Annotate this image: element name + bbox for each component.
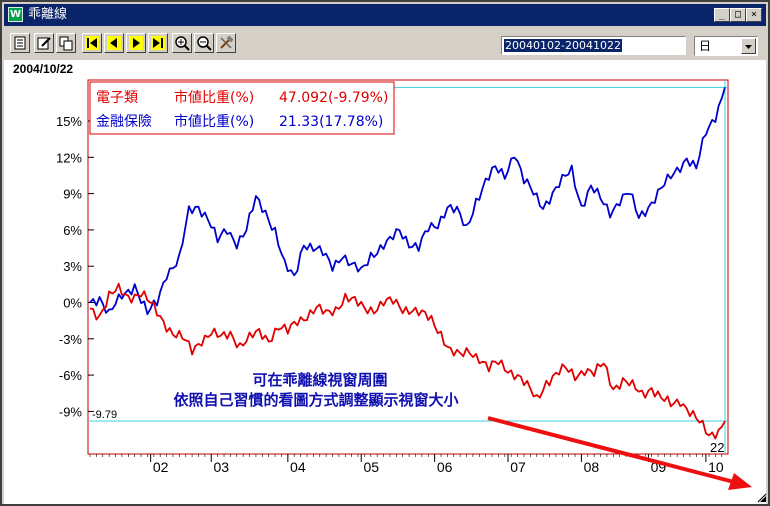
legend-series1-label: 市値比重(%) xyxy=(174,89,254,106)
y-tick-label: 12% xyxy=(56,150,82,165)
period-select[interactable]: 日 xyxy=(694,36,758,56)
series-lines xyxy=(89,87,726,440)
zoom-out-icon xyxy=(197,36,212,51)
date-range-input[interactable]: 20040102-20041022 xyxy=(501,36,686,55)
y-tick-label: 0% xyxy=(63,296,82,311)
copy-button[interactable] xyxy=(56,33,76,53)
current-date: 2004/10/22 xyxy=(13,62,74,76)
x-axis: 02 03 04 05 06 07 08 09 10 xyxy=(89,454,724,475)
window-title: 乖離線 xyxy=(28,7,68,22)
resize-grip-icon[interactable] xyxy=(756,492,767,503)
maximize-button[interactable]: □ xyxy=(730,8,746,22)
y-tick-label: 6% xyxy=(63,223,82,238)
x-tick-label: 07 xyxy=(510,459,526,475)
edit-button[interactable] xyxy=(34,33,54,53)
x-tick-label: 03 xyxy=(213,459,229,475)
legend-series1-name: 電子類 xyxy=(96,90,138,106)
resize-hint-arrow xyxy=(487,416,752,490)
crosshair: -9.79 22 xyxy=(89,81,727,455)
app-icon: W xyxy=(8,7,23,22)
y-axis: 15% 12% 9% 6% 3% 0% -3% -6% -9% xyxy=(56,114,82,419)
x-tick-label: 06 xyxy=(437,459,453,475)
chevron-down-icon xyxy=(745,45,752,49)
grid-button[interactable] xyxy=(10,33,30,53)
last-icon xyxy=(151,36,165,50)
crosshair-x-label: 22 xyxy=(710,440,724,455)
plot-frame xyxy=(87,79,729,455)
title-bar[interactable]: W 乖離線 _ □ × xyxy=(4,4,766,26)
minimize-button[interactable]: _ xyxy=(714,8,730,22)
y-tick-label: 15% xyxy=(56,114,82,129)
legend-series2-name: 金融保險 xyxy=(96,114,152,130)
x-tick-label: 04 xyxy=(290,459,306,475)
next-button[interactable] xyxy=(126,33,146,53)
x-tick-label: 08 xyxy=(584,459,600,475)
grid-lines xyxy=(88,120,94,412)
zoom-in-button[interactable] xyxy=(172,33,192,53)
y-tick-label: -6% xyxy=(59,368,83,383)
close-button[interactable]: × xyxy=(746,8,762,22)
zoom-in-icon xyxy=(175,36,190,51)
prev-icon xyxy=(107,36,121,50)
first-button[interactable] xyxy=(82,33,102,53)
tools-button[interactable] xyxy=(216,33,236,53)
next-icon xyxy=(129,36,143,50)
tools-icon xyxy=(220,35,234,49)
first-icon xyxy=(85,36,99,50)
toolbar: 20040102-20041022 日 xyxy=(4,28,766,61)
date-range-text: 20040102-20041022 xyxy=(504,39,622,52)
dropdown-button[interactable] xyxy=(741,38,756,54)
series-line-2 xyxy=(89,282,726,440)
zoom-out-button[interactable] xyxy=(194,33,214,53)
x-tick-label: 10 xyxy=(708,459,724,475)
annotation-line2: 依照自己習慣的看圖方式調整顯示視窗大小 xyxy=(173,391,458,409)
chart-area[interactable]: 15% 12% 9% 6% 3% 0% -3% -6% -9% 02 03 04 05 06 07 08 09… xyxy=(4,60,766,504)
x-tick-label: 02 xyxy=(153,459,169,475)
legend-box: 電子類 市値比重(%) 47.092(-9.79%) 金融保險 市値比重(%) … xyxy=(89,81,395,135)
period-value: 日 xyxy=(699,39,712,53)
annotation-line1: 可在乖離線視窗周圍 xyxy=(252,371,387,389)
series-line-1 xyxy=(89,87,726,316)
legend-series1-value: 47.092(-9.79%) xyxy=(279,90,388,106)
grid-icon xyxy=(14,36,26,50)
legend-series2-value: 21.33(17.78%) xyxy=(279,114,383,130)
edit-icon xyxy=(37,37,51,50)
prev-button[interactable] xyxy=(104,33,124,53)
annotation: 可在乖離線視窗周圍 依照自己習慣的看圖方式調整顯示視窗大小 xyxy=(173,371,458,409)
y-tick-label: -3% xyxy=(59,332,83,347)
y-tick-label: -9% xyxy=(59,404,83,419)
last-button[interactable] xyxy=(148,33,168,53)
x-tick-label: 05 xyxy=(363,459,379,475)
copy-icon xyxy=(59,36,73,51)
deviation-chart[interactable]: 15%12%9%6%3%0%-3%-6%-9% 02 03 04 05 06 07 08 09… xyxy=(4,60,766,504)
crosshair-low-label: -9.79 xyxy=(92,409,117,421)
legend-series2-label: 市値比重(%) xyxy=(174,113,254,130)
y-tick-label: 3% xyxy=(63,259,82,274)
y-tick-label: 9% xyxy=(63,187,82,202)
